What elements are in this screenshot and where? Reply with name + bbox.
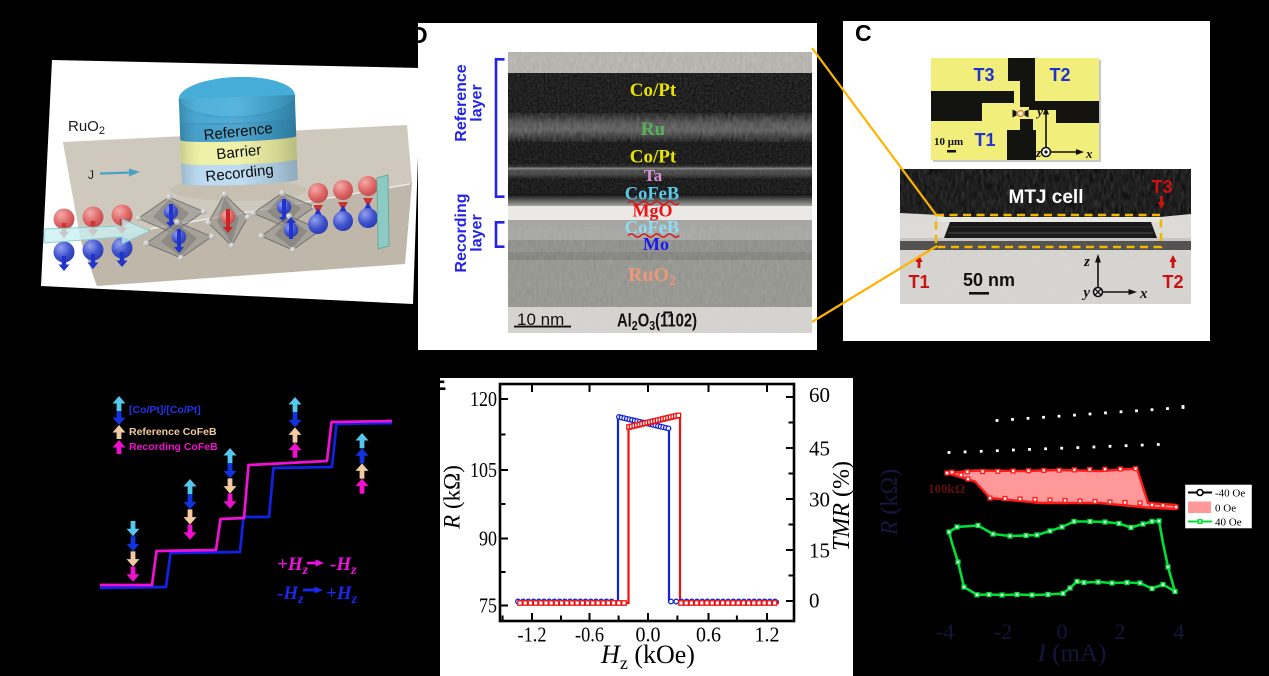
svg-text:layer: layer — [469, 84, 486, 121]
svg-text:y: y — [1035, 104, 1043, 119]
svg-text:Ru: Ru — [641, 119, 666, 140]
svg-text:0: 0 — [1057, 619, 1068, 644]
svg-text:R (kΩ): R (kΩ) — [440, 465, 465, 530]
svg-text:[Co/Pt]/[Co/Pt]: [Co/Pt]/[Co/Pt] — [129, 404, 201, 416]
svg-text:TMR (%): TMR (%) — [829, 461, 855, 551]
svg-text:1.2: 1.2 — [755, 623, 780, 647]
svg-text:T2: T2 — [1162, 272, 1183, 292]
svg-text:10 nm: 10 nm — [517, 310, 564, 329]
svg-text:-4: -4 — [936, 619, 954, 644]
svg-text:105: 105 — [470, 458, 497, 482]
svg-text:15: 15 — [809, 539, 830, 563]
svg-text:2: 2 — [1115, 619, 1126, 644]
svg-text:T1: T1 — [974, 130, 995, 150]
svg-text:40 Oe: 40 Oe — [1215, 517, 1242, 529]
svg-text:z: z — [1083, 254, 1090, 270]
svg-text:100kΩ: 100kΩ — [928, 481, 965, 496]
svg-text:C: C — [855, 20, 872, 46]
svg-text:RuO2: RuO2 — [68, 118, 105, 137]
svg-text:R (kΩ): R (kΩ) — [877, 469, 903, 537]
svg-text:Mo: Mo — [643, 234, 669, 254]
svg-text:0: 0 — [809, 589, 820, 613]
svg-text:-0.6: -0.6 — [575, 623, 604, 647]
svg-text:75: 75 — [479, 594, 497, 618]
svg-text:Hz (kOe): Hz (kOe) — [600, 640, 695, 673]
svg-text:T3: T3 — [973, 65, 994, 85]
svg-text:MgO: MgO — [633, 201, 673, 221]
svg-text:-40 Oe: -40 Oe — [1215, 488, 1245, 500]
svg-text:0 Oe: 0 Oe — [1215, 503, 1236, 515]
svg-text:Reference: Reference — [453, 64, 470, 141]
svg-text:-2: -2 — [994, 619, 1012, 644]
svg-text:Co/Pt: Co/Pt — [630, 147, 677, 168]
svg-text:90: 90 — [479, 527, 497, 551]
svg-text:120: 120 — [470, 387, 497, 411]
svg-text:Al2O3(1102): Al2O3(1102) — [617, 311, 697, 334]
svg-text:T3: T3 — [1151, 177, 1172, 197]
svg-text:CoFeB: CoFeB — [625, 219, 679, 239]
svg-text:D: D — [411, 22, 428, 48]
svg-text:I (mA): I (mA) — [1037, 640, 1107, 667]
svg-text:4: 4 — [1174, 619, 1185, 644]
svg-text:T1: T1 — [908, 272, 929, 292]
svg-text:60: 60 — [809, 383, 830, 407]
svg-text:J: J — [88, 168, 94, 182]
svg-text:CoFeB: CoFeB — [625, 185, 679, 205]
svg-text:Ta: Ta — [644, 166, 663, 185]
svg-text:z: z — [1035, 145, 1042, 160]
svg-text:RuO2: RuO2 — [628, 264, 676, 289]
svg-text:50 nm: 50 nm — [963, 270, 1015, 290]
svg-text:Barrier: Barrier — [216, 142, 263, 164]
svg-text:10 μm: 10 μm — [934, 136, 963, 148]
svg-text:0.0: 0.0 — [636, 623, 661, 647]
svg-text:y: y — [1081, 285, 1090, 301]
svg-text:x: x — [1139, 286, 1148, 302]
svg-text:-1.2: -1.2 — [518, 623, 547, 647]
svg-text:45: 45 — [809, 437, 830, 461]
svg-text:-Hz: -Hz — [330, 554, 357, 578]
svg-text:E: E — [431, 369, 446, 395]
svg-text:Reference CoFeB: Reference CoFeB — [129, 426, 217, 438]
svg-text:x: x — [1085, 146, 1093, 161]
svg-text:MTJ cell: MTJ cell — [1009, 187, 1084, 208]
svg-text:T2: T2 — [1049, 65, 1070, 85]
svg-text:layer: layer — [469, 214, 486, 251]
svg-text:Recording: Recording — [453, 193, 470, 272]
svg-text:Co/Pt: Co/Pt — [630, 80, 677, 101]
svg-text:Recording CoFeB: Recording CoFeB — [129, 441, 218, 453]
svg-text:0.6: 0.6 — [696, 623, 721, 647]
svg-text:30: 30 — [809, 488, 830, 512]
